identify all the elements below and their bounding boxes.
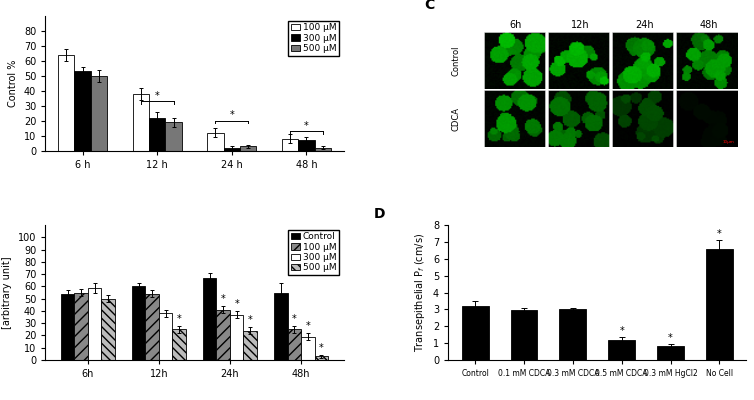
Text: *: *: [229, 110, 234, 120]
Bar: [88, 288, 101, 360]
Bar: [287, 329, 301, 360]
Text: *: *: [221, 294, 225, 304]
Bar: [608, 340, 635, 360]
Bar: [207, 133, 223, 151]
Bar: [274, 292, 287, 360]
Bar: [301, 337, 314, 360]
Bar: [61, 294, 75, 360]
Bar: [146, 294, 159, 360]
Text: *: *: [234, 299, 239, 309]
Bar: [90, 76, 107, 151]
Bar: [706, 249, 733, 360]
Text: 48h: 48h: [699, 20, 718, 30]
Bar: [132, 286, 146, 360]
Bar: [203, 278, 216, 360]
Text: *: *: [319, 343, 323, 353]
Text: 6h: 6h: [510, 20, 522, 30]
Bar: [165, 122, 182, 151]
Bar: [101, 299, 115, 360]
Text: *: *: [668, 333, 673, 343]
Y-axis label: Control %: Control %: [8, 60, 18, 107]
Text: Control: Control: [451, 46, 460, 76]
Text: C: C: [425, 0, 434, 12]
Text: *: *: [717, 229, 722, 239]
Text: *: *: [248, 315, 253, 325]
Bar: [244, 330, 257, 360]
Text: *: *: [305, 321, 310, 331]
Bar: [173, 329, 186, 360]
Bar: [314, 356, 328, 360]
Bar: [461, 306, 489, 360]
Bar: [75, 72, 90, 151]
Bar: [223, 148, 240, 151]
Legend: Control, 100 μM, 300 μM, 500 μM: Control, 100 μM, 300 μM, 500 μM: [288, 230, 339, 275]
Legend: 100 μM, 300 μM, 500 μM: 100 μM, 300 μM, 500 μM: [288, 20, 339, 56]
Bar: [159, 313, 173, 360]
Bar: [559, 310, 587, 360]
Text: *: *: [292, 314, 296, 324]
Bar: [314, 148, 331, 151]
Bar: [58, 55, 75, 151]
Y-axis label: Transepithelial P$_f$ (cm/s): Transepithelial P$_f$ (cm/s): [413, 233, 428, 352]
Bar: [240, 146, 256, 151]
Y-axis label: Fluorescens intensity
[arbitrary unit]: Fluorescens intensity [arbitrary unit]: [0, 241, 12, 344]
Bar: [149, 118, 165, 151]
Bar: [510, 310, 538, 360]
Text: CDCA: CDCA: [451, 107, 460, 131]
Text: *: *: [619, 326, 624, 336]
Bar: [298, 140, 314, 151]
Text: *: *: [176, 314, 182, 324]
Text: D: D: [373, 207, 385, 221]
Bar: [133, 94, 149, 151]
Bar: [230, 315, 244, 360]
Bar: [657, 346, 684, 360]
Text: 24h: 24h: [635, 20, 654, 30]
Text: 12h: 12h: [571, 20, 590, 30]
Bar: [75, 292, 88, 360]
Bar: [216, 310, 230, 360]
Text: *: *: [155, 91, 160, 101]
Text: *: *: [304, 121, 308, 131]
Bar: [282, 139, 298, 151]
